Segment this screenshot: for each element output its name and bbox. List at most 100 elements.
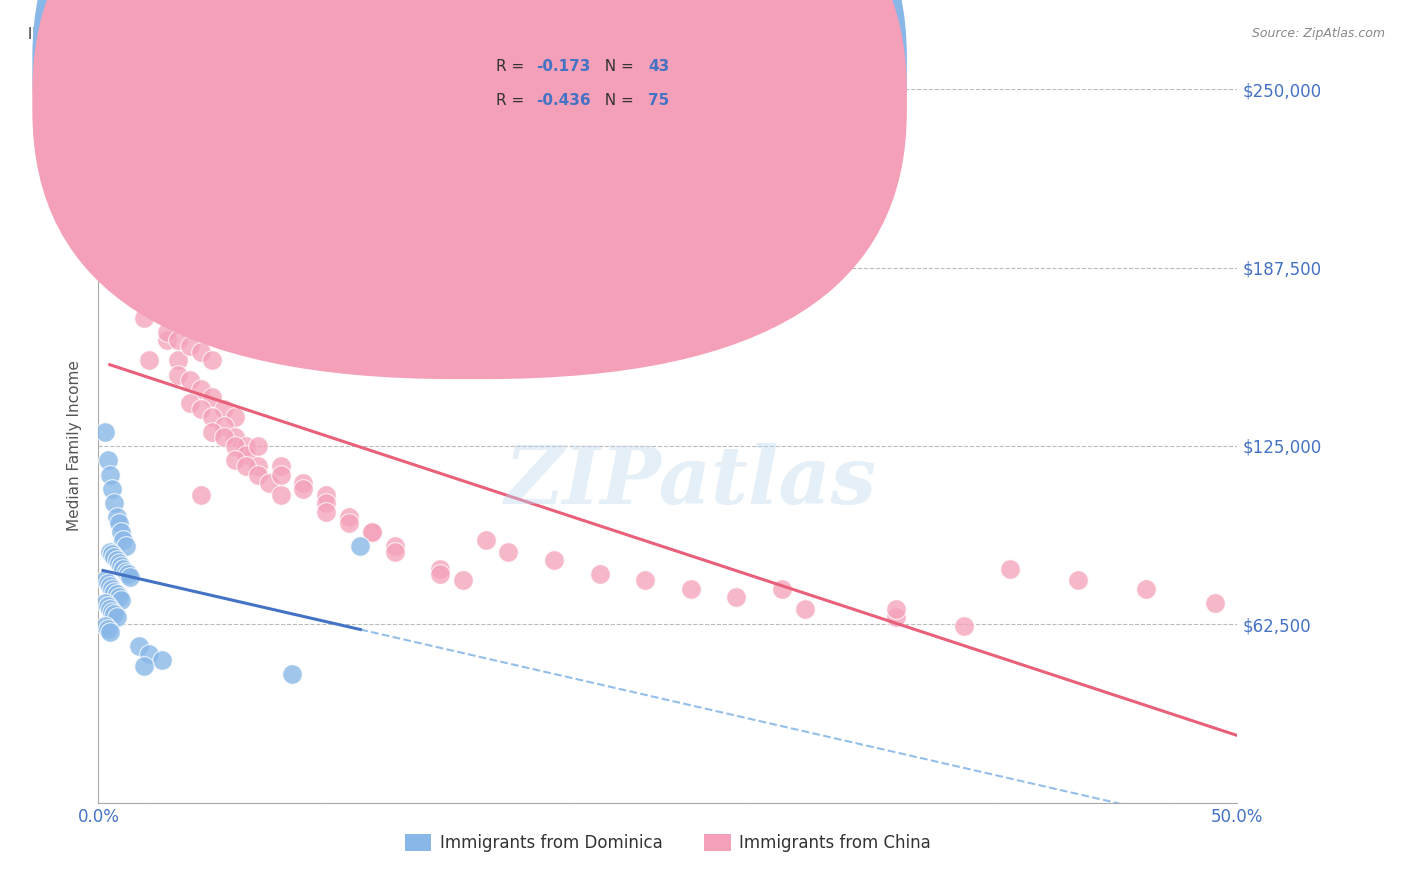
Point: [315, 496, 337, 510]
Point: [96, 622, 118, 636]
Point: [1067, 573, 1090, 587]
Point: [212, 419, 235, 434]
Point: [270, 458, 292, 473]
Point: [634, 573, 657, 587]
Point: [360, 524, 382, 539]
Point: [179, 396, 201, 410]
Point: [114, 539, 136, 553]
Text: IMMIGRANTS FROM DOMINICA VS IMMIGRANTS FROM CHINA MEDIAN FAMILY INCOME CORRELATI: IMMIGRANTS FROM DOMINICA VS IMMIGRANTS F…: [28, 27, 810, 42]
Point: [96, 576, 118, 591]
Point: [110, 524, 132, 539]
Point: [98, 601, 121, 615]
Point: [543, 553, 565, 567]
Point: [679, 582, 702, 596]
Point: [101, 482, 124, 496]
Point: [235, 448, 257, 462]
Point: [94, 425, 117, 439]
Point: [103, 496, 125, 510]
Point: [224, 430, 246, 444]
Point: [156, 334, 179, 348]
Point: [498, 544, 520, 558]
Point: [292, 482, 315, 496]
Point: [235, 439, 257, 453]
Point: [108, 591, 131, 605]
Point: [884, 610, 907, 624]
Point: [429, 567, 451, 582]
Point: [105, 553, 128, 567]
Point: [101, 548, 124, 562]
Point: [98, 467, 121, 482]
Point: [150, 653, 173, 667]
Point: [246, 239, 269, 253]
Point: [94, 596, 117, 610]
Point: [384, 539, 406, 553]
Point: [292, 476, 315, 491]
Point: [132, 658, 155, 673]
Point: [105, 587, 128, 601]
Point: [1204, 596, 1226, 610]
Point: [167, 287, 190, 301]
Point: [114, 565, 136, 579]
Point: [201, 425, 224, 439]
Text: 43: 43: [648, 60, 669, 74]
Point: [120, 570, 142, 584]
Point: [110, 558, 132, 573]
Point: [132, 310, 155, 325]
Point: [112, 533, 135, 548]
Point: [270, 467, 292, 482]
Point: [953, 619, 976, 633]
Point: [98, 579, 121, 593]
Point: [315, 505, 337, 519]
Point: [98, 624, 121, 639]
Point: [145, 296, 167, 310]
Point: [101, 605, 124, 619]
Point: [128, 182, 150, 196]
Point: [212, 401, 235, 416]
Point: [224, 439, 246, 453]
Point: [108, 556, 131, 570]
Point: [770, 582, 793, 596]
Point: [212, 430, 235, 444]
Point: [235, 458, 257, 473]
Point: [105, 510, 128, 524]
Point: [1135, 582, 1157, 596]
Legend: Immigrants from Dominica, Immigrants from China: Immigrants from Dominica, Immigrants fro…: [398, 827, 938, 859]
Text: ZIPatlas: ZIPatlas: [505, 443, 877, 520]
Point: [96, 599, 118, 613]
Text: R =: R =: [496, 94, 530, 108]
Point: [96, 453, 118, 467]
Point: [105, 610, 128, 624]
Point: [998, 562, 1021, 576]
Point: [224, 453, 246, 467]
Text: -0.436: -0.436: [536, 94, 591, 108]
Point: [156, 325, 179, 339]
Point: [167, 368, 190, 382]
Point: [110, 593, 132, 607]
Point: [138, 648, 160, 662]
Point: [349, 539, 371, 553]
Point: [246, 467, 269, 482]
Point: [94, 573, 117, 587]
Point: [337, 510, 360, 524]
Point: [101, 582, 124, 596]
Point: [270, 487, 292, 501]
Point: [793, 601, 815, 615]
Point: [337, 516, 360, 530]
Point: [179, 305, 201, 319]
Point: [201, 410, 224, 425]
Point: [281, 667, 304, 681]
Point: [156, 282, 179, 296]
Text: R =: R =: [496, 60, 530, 74]
Point: [145, 268, 167, 282]
Point: [112, 562, 135, 576]
Point: [588, 567, 610, 582]
Point: [103, 607, 125, 622]
Point: [94, 619, 117, 633]
Point: [429, 562, 451, 576]
Text: 75: 75: [648, 94, 669, 108]
Point: [224, 410, 246, 425]
Text: Source: ZipAtlas.com: Source: ZipAtlas.com: [1251, 27, 1385, 40]
Point: [190, 401, 212, 416]
Text: N =: N =: [595, 60, 638, 74]
Point: [103, 550, 125, 565]
